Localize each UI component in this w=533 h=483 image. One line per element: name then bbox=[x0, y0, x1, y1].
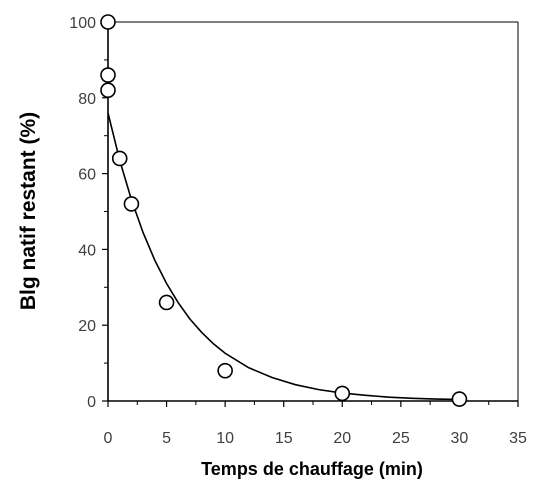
data-point bbox=[334, 385, 351, 402]
x-tick-label: 20 bbox=[333, 430, 351, 447]
data-point bbox=[217, 362, 233, 379]
data-point bbox=[100, 67, 116, 83]
x-tick-label: 30 bbox=[451, 430, 469, 447]
data-point bbox=[100, 14, 116, 30]
x-tick-label: 35 bbox=[509, 430, 527, 447]
y-tick-label: 80 bbox=[78, 91, 96, 108]
x-tick-label: 5 bbox=[162, 430, 171, 447]
x-tick-label: 0 bbox=[104, 430, 113, 447]
x-tick-label: 15 bbox=[275, 430, 293, 447]
data-point bbox=[123, 196, 140, 212]
axes bbox=[107, 21, 519, 402]
fit-curve-layer bbox=[107, 112, 460, 401]
y-tick-label: 60 bbox=[78, 167, 96, 184]
data-point bbox=[451, 391, 468, 407]
y-tick-label: 40 bbox=[78, 242, 96, 259]
tick-labels: 0 20 40 60 80 100 0 5 10 15 20 25 30 35 bbox=[69, 15, 527, 447]
x-tick-label: 10 bbox=[216, 430, 234, 447]
x-tick-label: 25 bbox=[392, 430, 410, 447]
y-tick-label: 0 bbox=[87, 394, 96, 411]
tick-marks bbox=[102, 21, 519, 407]
y-axis-title: Blg natif restant (%) bbox=[17, 112, 40, 310]
fit-curve bbox=[107, 112, 460, 401]
data-point bbox=[100, 82, 116, 99]
data-point bbox=[111, 150, 128, 167]
data-point bbox=[158, 294, 175, 311]
x-axis-title: Temps de chauffage (min) bbox=[201, 459, 423, 479]
y-tick-label: 20 bbox=[78, 318, 96, 335]
data-points bbox=[100, 14, 468, 407]
y-tick-label: 100 bbox=[69, 15, 96, 32]
